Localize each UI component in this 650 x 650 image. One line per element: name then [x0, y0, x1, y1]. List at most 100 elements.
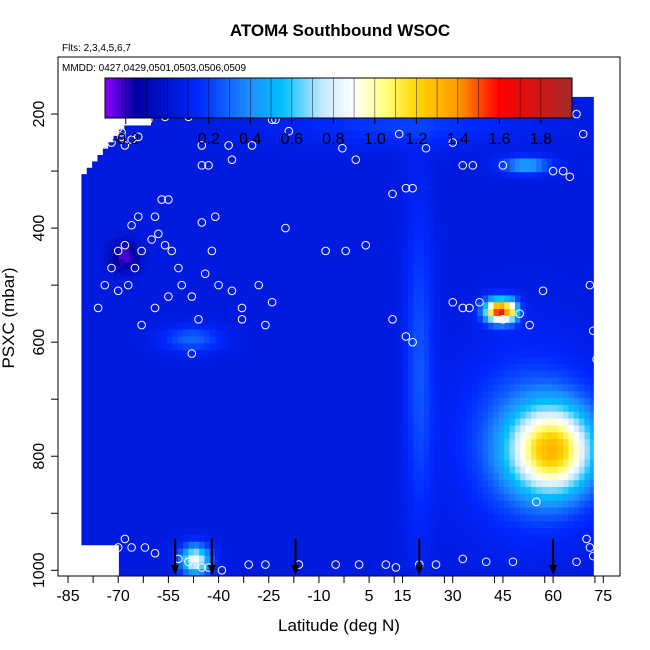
heatmap-cell [188, 131, 195, 139]
heatmap-cell [81, 427, 88, 435]
heatmap-cell [402, 555, 409, 563]
heatmap-cell [204, 322, 211, 331]
heatmap-cell [343, 548, 350, 557]
heatmap-cell [241, 254, 248, 262]
heatmap-cell [92, 264, 99, 272]
heatmap-cell [177, 534, 184, 543]
heatmap-cell [252, 220, 259, 228]
heatmap-cell [295, 541, 302, 550]
heatmap-cell [338, 254, 345, 262]
heatmap-cell [418, 548, 425, 557]
heatmap-cell [134, 488, 141, 496]
heatmap-cell [86, 516, 93, 525]
heatmap-cell [461, 240, 468, 249]
heatmap-cell [204, 144, 211, 153]
heatmap-cell [375, 459, 382, 468]
heatmap-cell [236, 398, 243, 406]
heatmap-cell [263, 254, 270, 262]
heatmap-cell [156, 432, 163, 440]
heatmap-cell [204, 391, 211, 399]
heatmap-cell [258, 377, 264, 385]
heatmap-cell [118, 252, 125, 261]
heatmap-cell [134, 481, 141, 489]
heatmap-cell [466, 439, 473, 447]
heatmap-cell [279, 493, 286, 502]
heatmap-cell [381, 356, 388, 365]
heatmap-cell [204, 514, 211, 522]
heatmap-cell [466, 343, 473, 351]
heatmap-cell [113, 478, 120, 486]
heatmap-cell [268, 233, 275, 242]
heatmap-cell [220, 480, 227, 488]
heatmap-cell [220, 514, 227, 522]
heatmap-cell [258, 254, 264, 262]
heatmap-cell [370, 199, 377, 208]
heatmap-cell [129, 282, 136, 291]
heatmap-cell [386, 500, 393, 509]
heatmap-cell [263, 226, 270, 235]
heatmap-cell [434, 534, 441, 543]
heatmap-cell [236, 377, 243, 385]
heatmap-cell [215, 356, 222, 365]
heatmap-cell [306, 452, 313, 461]
heatmap-cell [167, 459, 173, 468]
heatmap-cell [295, 363, 302, 372]
heatmap-cell [290, 500, 297, 509]
heatmap-cell [204, 192, 211, 201]
heatmap-cell [252, 254, 259, 262]
heatmap-cell [231, 473, 238, 481]
heatmap-cell [145, 495, 152, 503]
heatmap-cell [300, 274, 307, 283]
heatmap-cell [199, 398, 206, 406]
heatmap-cell [183, 487, 190, 495]
heatmap-cell [370, 309, 377, 317]
heatmap-cell [86, 400, 93, 408]
heatmap-cell [193, 480, 200, 488]
heatmap-cell [295, 261, 302, 269]
heatmap-cell [118, 136, 125, 144]
heatmap-cell [290, 295, 297, 303]
heatmap-cell [268, 439, 275, 447]
heatmap-cell [300, 309, 307, 317]
heatmap-cell [338, 439, 345, 447]
heatmap-cell [456, 247, 463, 255]
heatmap-cell [429, 493, 436, 502]
heatmap-cell [167, 226, 173, 235]
heatmap-cell [268, 562, 275, 570]
heatmap-cell [450, 199, 457, 208]
heatmap-cell [290, 185, 297, 194]
heatmap-cell [247, 179, 254, 187]
heatmap-cell [445, 432, 452, 440]
heatmap-cell [118, 280, 125, 288]
heatmap-cell [177, 473, 184, 481]
heatmap-cell [375, 384, 382, 392]
heatmap-cell [300, 315, 307, 324]
heatmap-cell [156, 185, 163, 194]
heatmap-cell [349, 528, 355, 536]
heatmap-cell [397, 343, 404, 351]
heatmap-cell [81, 495, 88, 504]
heatmap-cell [247, 295, 254, 303]
heatmap-cell [263, 466, 270, 474]
heatmap-cell [156, 391, 163, 399]
heatmap-cell [252, 418, 259, 427]
heatmap-cell [349, 445, 355, 454]
heatmap-cell [407, 192, 414, 201]
heatmap-cell [258, 466, 264, 474]
heatmap-cell [118, 232, 125, 240]
heatmap-cell [316, 452, 323, 461]
heatmap-cell [391, 500, 398, 509]
heatmap-cell [434, 569, 441, 576]
heatmap-cell [108, 395, 115, 403]
heatmap-cell [204, 213, 211, 221]
heatmap-cell [274, 343, 281, 351]
heatmap-cell [381, 459, 388, 468]
heatmap-cell [220, 165, 227, 173]
heatmap-cell [365, 268, 372, 276]
heatmap-cell [338, 261, 345, 269]
heatmap-cell [188, 363, 195, 372]
heatmap-cell [311, 309, 318, 317]
heatmap-cell [413, 315, 420, 324]
heatmap-cell [450, 336, 457, 344]
heatmap-cell [268, 254, 275, 262]
